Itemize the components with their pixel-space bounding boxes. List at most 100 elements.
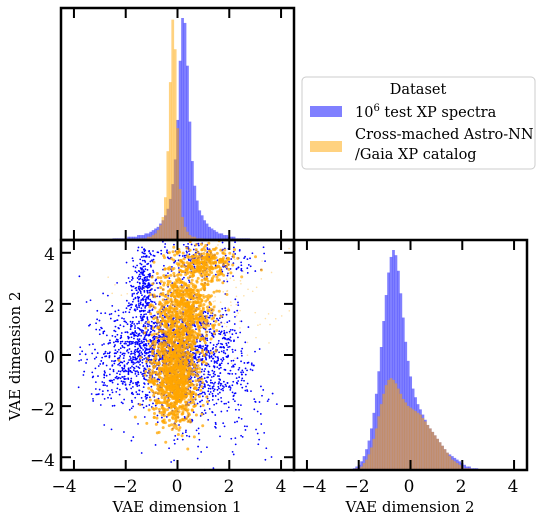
scatter-point-astro: [205, 256, 209, 260]
scatter-point-test: [145, 352, 148, 355]
scatter-point-astro: [160, 401, 164, 405]
hist1-bar-test: [195, 200, 199, 240]
scatter-point-test: [213, 330, 216, 333]
scatter-point-astro: [172, 271, 176, 275]
scatter-point-astro: [201, 286, 205, 290]
scatter-point-test: [217, 393, 219, 395]
scatter-point-test: [152, 335, 155, 338]
scatter-point-test: [204, 385, 206, 388]
scatter-point-astro: [178, 268, 182, 272]
scatter-point-test: [254, 483, 256, 485]
scatter-point-astro: [183, 354, 187, 358]
scatter-point-test: [121, 346, 124, 348]
scatter-point-test: [168, 277, 171, 280]
scatter-point-astro: [212, 332, 216, 336]
scatter-point-astro: [162, 281, 165, 284]
scatter-point-test: [216, 317, 218, 320]
scatter-point-test: [184, 431, 187, 434]
hist1-bar-test: [144, 233, 148, 240]
scatter-point-test: [155, 282, 158, 285]
scatter-point-test: [94, 367, 97, 370]
scatter-point-astro: [181, 357, 185, 361]
scatter-point-test: [233, 421, 236, 424]
scatter-point-astro: [153, 364, 157, 368]
scatter-point-test: [118, 327, 120, 330]
scatter-point-test: [110, 428, 113, 431]
scatter-point-astro: [188, 420, 192, 424]
scatter-point-test: [246, 382, 249, 385]
scatter-point-test: [114, 340, 117, 343]
scatter-point-astro: [185, 345, 189, 349]
scatter-point-astro: [237, 312, 239, 314]
scatter-point-test: [134, 345, 136, 348]
scatter-point-astro: [177, 311, 181, 315]
hist2-bar-astro: [448, 456, 452, 470]
scatter-point-test: [240, 371, 242, 374]
scatter-point-test: [195, 345, 197, 348]
scatter-point-astro: [182, 418, 186, 422]
scatter-point-astro: [215, 347, 217, 350]
hist2-bar-astro: [374, 428, 378, 470]
scatter-point-astro: [185, 268, 189, 272]
hist2-bar-test: [387, 272, 390, 470]
scatter-point-astro: [169, 298, 173, 302]
scatter-point-test: [101, 381, 104, 383]
scatter-point-test: [203, 377, 206, 380]
scatter-point-astro: [167, 319, 171, 323]
scatter-point-test: [139, 345, 142, 348]
scatter-point-test: [224, 307, 227, 309]
scatter-point-test: [105, 364, 108, 367]
scatter-point-test: [176, 438, 179, 441]
scatter-point-test: [114, 310, 117, 313]
scatter-point-test: [165, 416, 168, 418]
scatter-point-astro: [183, 265, 187, 269]
scatter-point-astro: [212, 300, 215, 303]
scatter-point-test: [240, 267, 243, 270]
scatter-point-test: [208, 353, 211, 355]
scatter-point-astro: [194, 248, 198, 252]
scatter-point-test: [246, 272, 249, 274]
scatter-point-test: [128, 370, 130, 373]
scatter-point-test: [138, 352, 141, 355]
hist1-bar-astro: [146, 236, 150, 240]
scatter-point-test: [77, 386, 80, 389]
scatter-point-astro: [194, 413, 198, 417]
scatter-point-test: [144, 252, 146, 255]
scatter-point-astro: [155, 383, 159, 387]
hist1-bar-test: [134, 236, 138, 240]
scatter-point-astro: [194, 243, 198, 247]
scatter-point-test: [173, 243, 175, 246]
scatter-point-test: [119, 324, 122, 327]
scatter-point-test: [103, 397, 106, 400]
scatter-point-astro: [160, 413, 164, 417]
hist2-bar-astro: [406, 405, 410, 470]
scatter-point-test: [130, 392, 133, 395]
scatter-point-test: [178, 424, 180, 426]
hist2-bar-astro: [450, 459, 454, 470]
scatter-point-test: [152, 315, 155, 317]
hist1-bar-test: [132, 236, 135, 240]
scatter-point-test: [212, 320, 215, 323]
scatter-point-test: [136, 264, 138, 267]
scatter-point-test: [234, 298, 237, 301]
scatter-point-astro: [207, 304, 210, 307]
scatter-point-astro: [148, 398, 152, 402]
scatter-point-test: [238, 248, 241, 251]
scatter-point-astro: [162, 283, 166, 287]
scatter-point-test: [129, 367, 132, 369]
scatter-point-astro: [164, 367, 168, 371]
scatter-point-test: [135, 289, 138, 292]
scatter-point-test: [241, 270, 243, 272]
scatter-point-astro: [173, 253, 177, 257]
hist1-bar-test: [217, 233, 221, 240]
scatter-point-test: [141, 267, 144, 270]
scatter-point-astro: [217, 322, 221, 326]
scatter-point-astro: [230, 304, 232, 307]
scatter-point-astro: [162, 414, 166, 418]
scatter-point-test: [205, 364, 208, 367]
scatter-point-test: [222, 389, 225, 392]
scatter-point-test: [147, 262, 150, 265]
scatter-point-test: [166, 256, 169, 259]
scatter-point-test: [207, 370, 210, 373]
